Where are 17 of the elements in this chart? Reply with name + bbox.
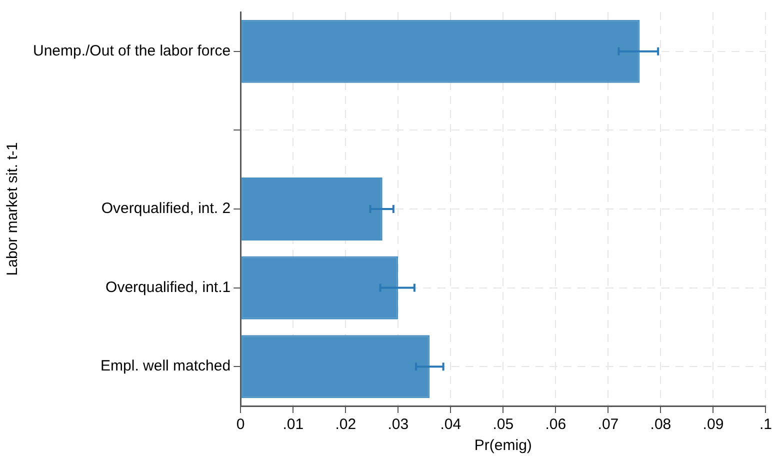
x-tick-label: .03	[388, 416, 409, 434]
x-tick-label: .08	[650, 416, 672, 434]
x-tick-label: .04	[440, 416, 462, 434]
x-tick-label: .09	[702, 416, 724, 434]
x-axis-title: Pr(emig)	[474, 437, 532, 454]
x-tick-label: .1	[759, 416, 772, 434]
y-axis-title: Labor market sit. t-1	[4, 142, 22, 276]
x-tick-label: .05	[492, 416, 514, 434]
y-tick-label: Empl. well matched	[100, 358, 231, 375]
x-tick-label: .01	[282, 416, 304, 434]
y-tick-label: Overqualified, int.1	[106, 278, 231, 296]
x-tick-label: .06	[545, 416, 566, 434]
y-tick-label: Unemp./Out of the labor force	[32, 42, 231, 60]
x-tick-label: 0	[236, 416, 245, 434]
x-tick-label: .02	[335, 416, 356, 434]
y-tick-label: Overqualified, int. 2	[101, 200, 231, 218]
x-tick-label: .07	[598, 416, 619, 434]
